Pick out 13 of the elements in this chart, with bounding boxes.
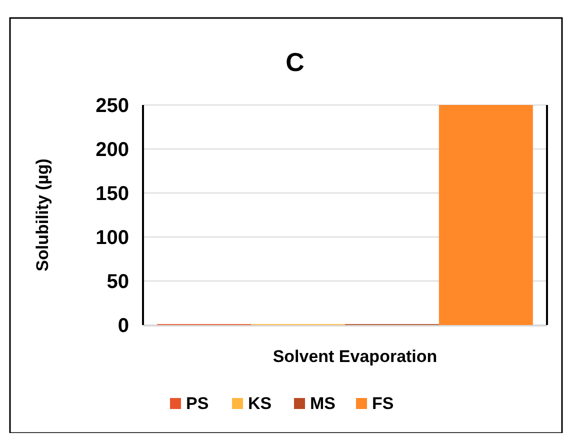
legend-label: FS: [372, 394, 394, 413]
y-tick-label: 50: [106, 271, 129, 293]
legend-label: KS: [248, 394, 272, 413]
y-tick-label: 100: [96, 227, 129, 249]
legend-label: MS: [310, 394, 336, 413]
chart-title: C: [286, 47, 305, 77]
y-axis-title: Solubility (µg): [33, 158, 52, 272]
y-tick-label: 0: [118, 315, 129, 337]
y-tick-label: 150: [96, 183, 129, 205]
y-tick-label: 250: [96, 95, 129, 117]
y-tick-label: 200: [96, 139, 129, 161]
x-tick-label: Solvent Evaporation: [272, 347, 438, 366]
legend-label: PS: [186, 394, 209, 413]
